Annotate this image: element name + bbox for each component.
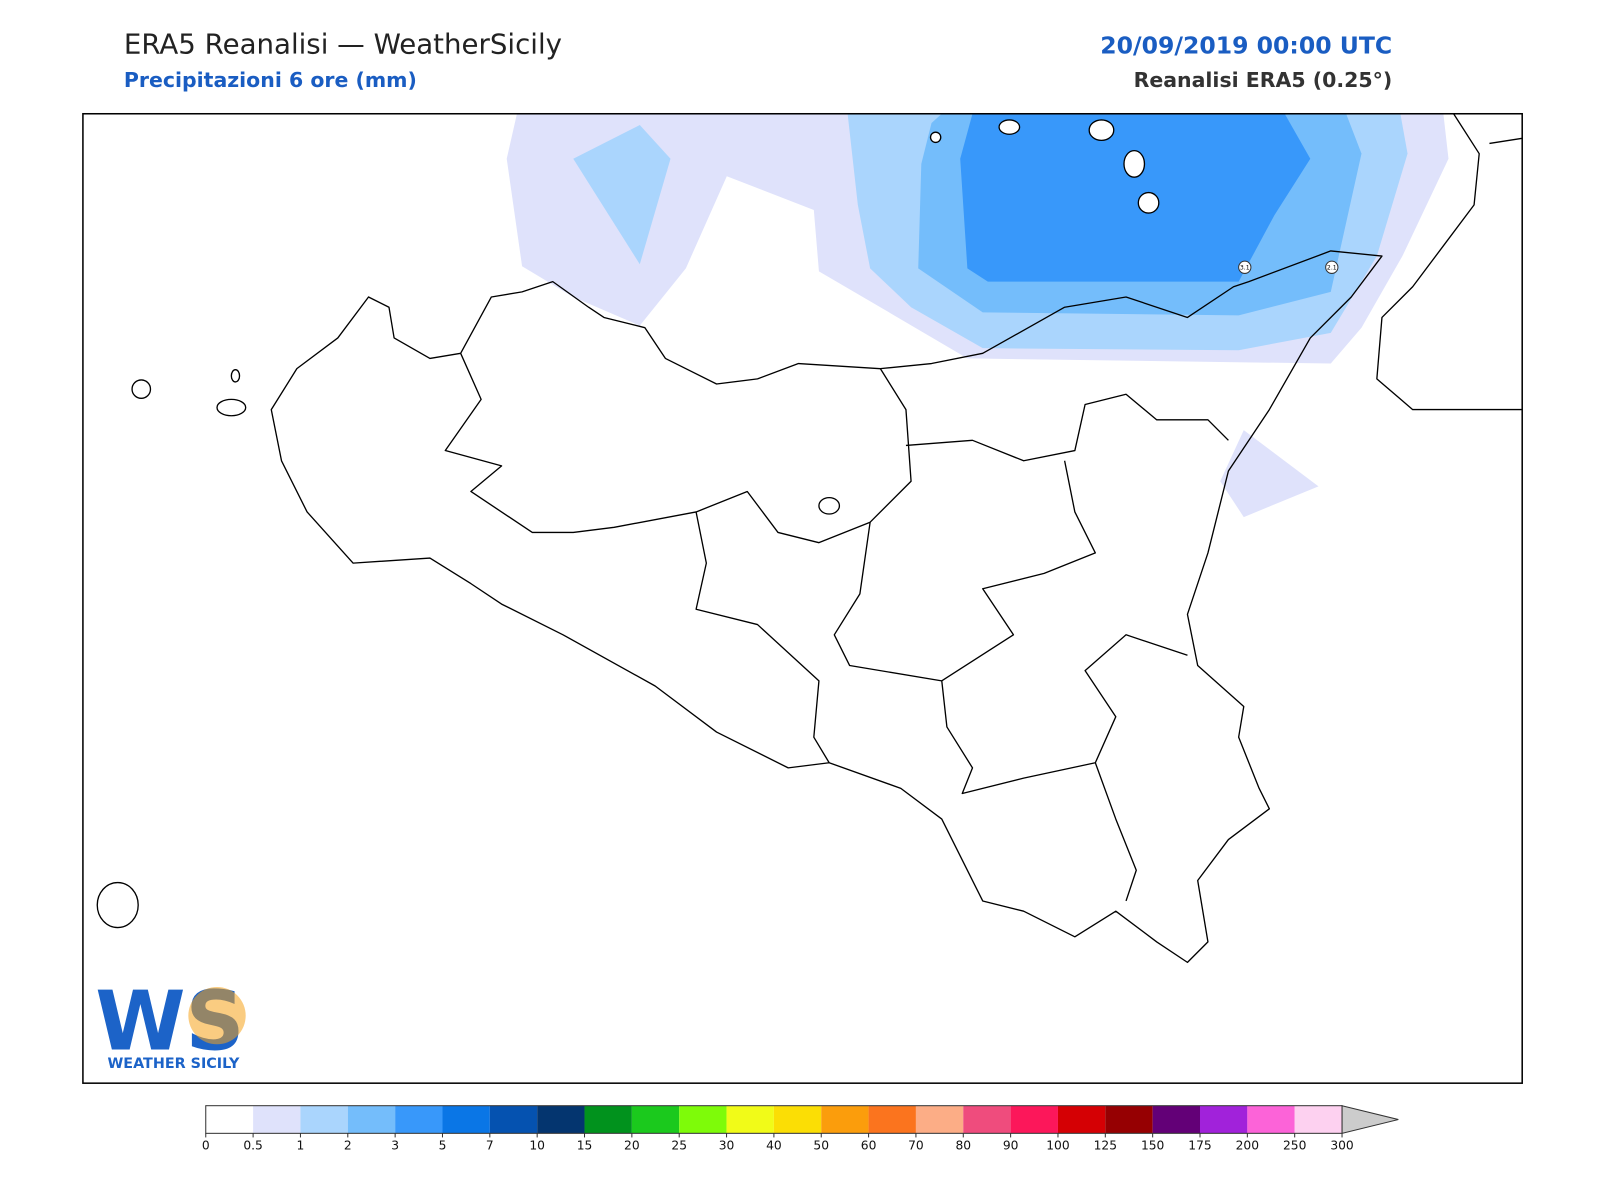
colorbar-swatch — [631, 1105, 680, 1134]
colorbar-extend — [1341, 1105, 1399, 1134]
island — [998, 119, 1021, 135]
island — [230, 369, 241, 383]
colorbar-swatch — [1010, 1105, 1058, 1134]
station-label: 3.1 — [1240, 264, 1250, 271]
title: ERA5 Reanalisi — WeatherSicily — [124, 27, 562, 60]
province-border — [941, 634, 1188, 795]
colorbar-tick-label: 70 — [908, 1139, 924, 1153]
map-frame — [82, 112, 1523, 1084]
subtitle: Precipitazioni 6 ore (mm) — [124, 68, 417, 92]
colorbar-tick-label: 5 — [439, 1139, 447, 1153]
colorbar-swatch — [347, 1105, 396, 1134]
colorbar-swatch — [726, 1105, 774, 1134]
colorbar-tick-label: 300 — [1330, 1139, 1353, 1153]
colorbar-swatch — [537, 1105, 585, 1134]
date: 20/09/2019 00:00 UTC — [1100, 31, 1392, 59]
precip-area — [1220, 430, 1319, 518]
colorbar-tick-label: 25 — [671, 1139, 687, 1153]
logo-text: WEATHER SICILY — [107, 1056, 240, 1072]
island — [131, 379, 152, 400]
colorbar-tick-label: 2 — [344, 1139, 352, 1153]
colorbar-tick-label: 0.5 — [243, 1139, 263, 1153]
colorbar-swatch — [489, 1105, 538, 1134]
colorbar-tick-label: 50 — [813, 1139, 829, 1153]
colorbar-tick-label: 20 — [624, 1139, 640, 1153]
calabria-coast — [1376, 113, 1523, 411]
colorbar-swatch — [205, 1105, 254, 1134]
colorbar-tick-label: 175 — [1188, 1139, 1211, 1153]
colorbar-swatch — [868, 1105, 916, 1134]
colorbar-swatch — [1105, 1105, 1153, 1134]
colorbar-swatch — [395, 1105, 443, 1134]
island — [1088, 119, 1115, 142]
province-border — [833, 460, 1096, 682]
colorbar-swatch — [1152, 1105, 1200, 1134]
island — [216, 398, 247, 417]
colorbar-swatch — [1294, 1105, 1343, 1134]
colorbar-swatch — [679, 1105, 727, 1134]
colorbar-swatch — [584, 1105, 632, 1134]
colorbar-swatch — [963, 1105, 1011, 1134]
colorbar-tick-label: 200 — [1236, 1139, 1259, 1153]
colorbar-tick-label: 90 — [1003, 1139, 1019, 1153]
province-border — [695, 511, 830, 764]
station-label: 2.1 — [1327, 264, 1337, 271]
colorbar-tick-label: 250 — [1283, 1139, 1306, 1153]
sicily-coast — [270, 250, 1383, 964]
island — [818, 496, 841, 515]
island — [1137, 191, 1160, 214]
colorbar-tick-label: 10 — [529, 1139, 545, 1153]
colorbar-tick-label: 150 — [1141, 1139, 1164, 1153]
precip-area — [573, 125, 671, 265]
map-area: 3.1 2.1 WS WEATHER SICILY — [82, 112, 1523, 1084]
colorbar-tick-label: 1 — [297, 1139, 305, 1153]
station-marker: 3.1 2.1 — [1238, 260, 1339, 274]
province-border — [1094, 762, 1137, 902]
colorbar-tick-label: 15 — [577, 1139, 593, 1153]
colorbar-tick-label: 60 — [861, 1139, 877, 1153]
colorbar-swatch — [915, 1105, 964, 1134]
colorbar-tick-label: 3 — [391, 1139, 399, 1153]
colorbar: 0 0.5 1 2 3 5 7 10 15 20 25 30 40 50 60 70 80 90 100 125 150… — [202, 1105, 1399, 1153]
colorbar-swatch — [253, 1105, 301, 1134]
colorbar-tick-label: 7 — [486, 1139, 494, 1153]
precip-area — [960, 113, 1311, 282]
island — [929, 131, 942, 144]
colorbar-swatch — [1247, 1105, 1295, 1134]
island — [96, 881, 139, 929]
province-border — [905, 393, 1229, 462]
island — [1123, 149, 1146, 178]
logo: WS WEATHER SICILY — [95, 974, 246, 1072]
colorbar-swatch — [773, 1105, 822, 1134]
colorbar-tick-label: 0 — [202, 1139, 210, 1153]
calabria-coast — [1489, 137, 1523, 145]
province-border — [444, 353, 912, 544]
colorbar-tick-label: 30 — [719, 1139, 735, 1153]
colorbar-tick-label: 125 — [1094, 1139, 1117, 1153]
model: Reanalisi ERA5 (0.25°) — [1134, 68, 1393, 92]
colorbar-swatch — [1057, 1105, 1106, 1134]
colorbar-swatch — [442, 1105, 490, 1134]
colorbar-swatch — [1200, 1105, 1248, 1134]
colorbar-tick-label: 100 — [1046, 1139, 1069, 1153]
colorbar-tick-label: 40 — [766, 1139, 782, 1153]
colorbar-swatch — [821, 1105, 869, 1134]
colorbar-tick-label: 80 — [955, 1139, 971, 1153]
colorbar-swatch — [300, 1105, 348, 1134]
